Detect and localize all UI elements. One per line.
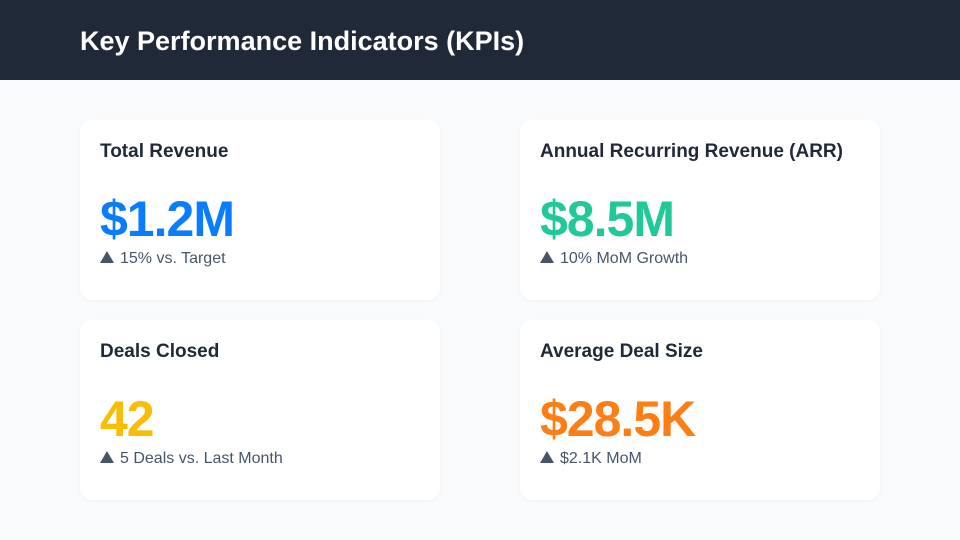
kpi-note-text: 10% MoM Growth <box>560 250 689 267</box>
header-bar: Key Performance Indicators (KPIs) <box>0 0 960 80</box>
page-title: Key Performance Indicators (KPIs) <box>80 26 525 56</box>
kpi-note: 5 Deals vs. Last Month <box>100 450 283 468</box>
kpi-note: $2.1K MoM <box>540 450 642 468</box>
kpi-title: Total Revenue <box>100 141 229 162</box>
kpi-card-deals-closed: Deals Closed 42 5 Deals vs. Last Month <box>80 320 440 500</box>
triangle-up-icon <box>540 251 554 263</box>
kpi-title: Annual Recurring Revenue (ARR) <box>540 141 843 162</box>
kpi-note-text: 5 Deals vs. Last Month <box>120 450 283 467</box>
kpi-value: 42 <box>100 391 155 447</box>
triangle-up-icon <box>100 251 114 263</box>
kpi-note-text: $2.1K MoM <box>560 450 642 467</box>
triangle-up-icon <box>100 451 114 463</box>
kpi-card-average-deal-size: Average Deal Size $28.5K $2.1K MoM <box>520 320 880 500</box>
kpi-title: Deals Closed <box>100 341 220 362</box>
kpi-card-total-revenue: Total Revenue $1.2M 15% vs. Target <box>80 120 440 300</box>
kpi-title: Average Deal Size <box>540 341 703 362</box>
kpi-card-arr: Annual Recurring Revenue (ARR) $8.5M 10%… <box>520 120 880 300</box>
kpi-note: 10% MoM Growth <box>540 250 688 268</box>
kpi-value: $28.5K <box>540 391 696 447</box>
kpi-value: $8.5M <box>540 191 675 247</box>
kpi-value: $1.2M <box>100 191 235 247</box>
triangle-up-icon <box>540 451 554 463</box>
kpi-note-text: 15% vs. Target <box>120 250 226 267</box>
kpi-note: 15% vs. Target <box>100 250 226 268</box>
